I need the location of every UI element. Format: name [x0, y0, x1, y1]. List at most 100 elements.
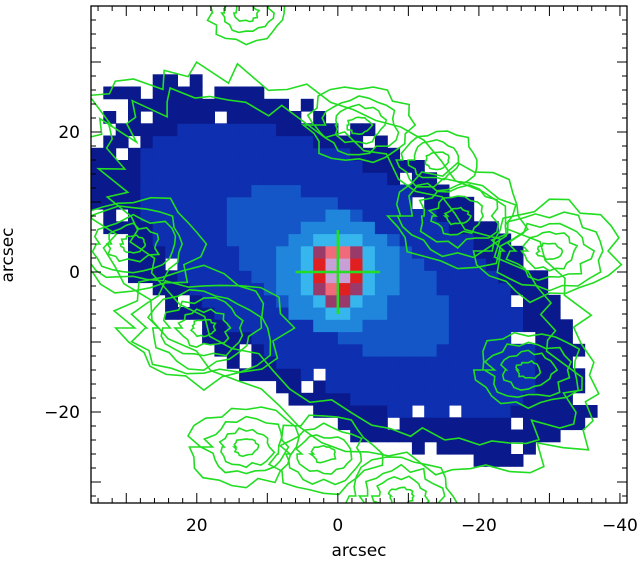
map-pixel	[498, 356, 512, 369]
map-pixel	[448, 368, 462, 382]
map-pixel	[325, 160, 339, 173]
map-pixel	[165, 135, 178, 149]
map-pixel	[436, 282, 450, 296]
map-pixel	[300, 172, 314, 186]
map-pixel	[202, 172, 215, 186]
map-pixel	[411, 172, 425, 186]
map-pixel	[523, 429, 536, 443]
map-pixel	[202, 245, 215, 259]
map-pixel	[288, 331, 302, 345]
map-pixel	[436, 294, 450, 308]
map-pixel	[424, 258, 438, 271]
map-pixel	[313, 294, 327, 308]
map-pixel	[448, 441, 462, 455]
map-pixel	[288, 270, 302, 284]
map-pixel	[473, 392, 487, 406]
map-pixel	[214, 160, 228, 173]
map-pixel	[448, 429, 462, 443]
map-pixel	[436, 368, 450, 382]
map-pixel	[177, 184, 191, 198]
map-pixel	[523, 319, 536, 333]
map-pixel	[350, 392, 364, 406]
map-pixel	[239, 209, 252, 222]
map-pixel	[165, 307, 178, 320]
map-pixel	[165, 147, 178, 161]
map-pixel	[485, 441, 499, 455]
map-pixel	[424, 172, 438, 186]
map-pixel	[473, 417, 487, 431]
map-pixel	[313, 380, 327, 394]
map-pixel	[140, 172, 154, 186]
map-pixel	[399, 356, 413, 369]
map-pixel	[498, 343, 512, 357]
map-pixel	[300, 245, 314, 259]
map-pixel	[461, 368, 475, 382]
map-pixel	[140, 233, 154, 247]
map-pixel	[263, 245, 277, 259]
map-pixel	[263, 233, 277, 247]
map-pixel	[337, 392, 351, 406]
map-pixel	[473, 454, 487, 467]
map-pixel	[424, 380, 438, 394]
map-pixel	[424, 343, 438, 357]
map-pixel	[276, 307, 289, 320]
map-pixel	[276, 331, 289, 345]
map-pixel	[448, 380, 462, 394]
map-pixel	[374, 392, 388, 406]
tick-labels: 20 0 −20 −40 20 0 −20	[44, 123, 638, 536]
x-tick-label: 20	[186, 516, 208, 536]
map-pixel	[535, 319, 549, 333]
map-pixel	[251, 111, 265, 124]
map-pixel	[313, 172, 327, 186]
map-pixel	[239, 86, 252, 100]
map-pixel	[399, 405, 413, 418]
contour-level	[424, 151, 450, 171]
map-pixel	[374, 319, 388, 333]
map-pixel	[424, 209, 438, 222]
map-pixel	[350, 343, 364, 357]
map-pixel	[337, 184, 351, 198]
map-pixel	[189, 282, 203, 296]
map-pixel	[214, 209, 228, 222]
map-pixel	[448, 282, 462, 296]
contour-level	[294, 434, 353, 475]
contour-level	[334, 103, 388, 145]
map-pixel	[337, 294, 351, 308]
map-pixel	[300, 160, 314, 173]
map-pixel	[350, 209, 364, 222]
map-pixel	[374, 331, 388, 345]
map-pixel	[473, 307, 487, 320]
map-pixel	[115, 123, 129, 137]
map-pixel	[276, 282, 289, 296]
map-pixel	[362, 429, 376, 443]
map-pixel	[251, 196, 265, 210]
map-pixel	[374, 258, 388, 271]
map-pixel	[226, 123, 240, 137]
map-pixel	[535, 368, 549, 382]
map-pixel	[461, 441, 475, 455]
map-pixel	[337, 209, 351, 222]
map-pixel	[485, 429, 499, 443]
map-pixel	[128, 86, 141, 100]
map-pixel	[424, 405, 438, 418]
nucleus-cross-marker	[295, 230, 381, 314]
map-pixel	[424, 368, 438, 382]
map-pixel	[485, 392, 499, 406]
contour-level	[427, 195, 484, 236]
map-pixel	[473, 368, 487, 382]
map-pixel	[177, 196, 191, 210]
map-pixel	[411, 294, 425, 308]
map-pixel	[251, 123, 265, 137]
contour-level	[173, 308, 232, 348]
map-pixel	[436, 392, 450, 406]
map-pixel	[251, 294, 265, 308]
contour-level	[130, 279, 272, 375]
map-pixel	[461, 356, 475, 369]
map-pixel	[510, 405, 524, 418]
map-pixel	[263, 270, 277, 284]
map-pixel	[362, 319, 376, 333]
map-pixel	[115, 172, 129, 186]
contour-level	[91, 196, 208, 294]
map-pixel	[411, 368, 425, 382]
map-pixel	[251, 343, 265, 357]
